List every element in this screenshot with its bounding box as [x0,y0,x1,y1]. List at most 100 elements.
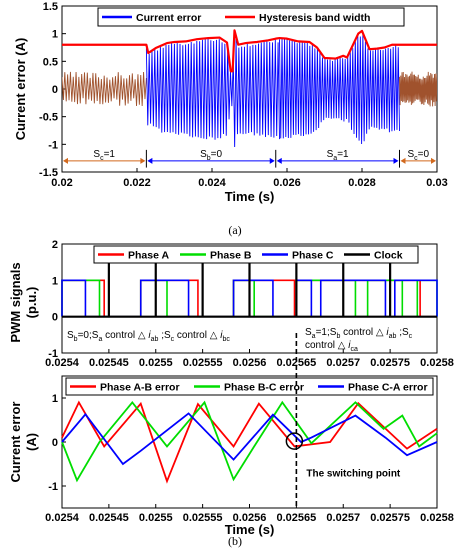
ytick-label: 0 [52,437,58,449]
xtick-label: 0.02545 [89,512,129,524]
ytick-label: 1 [52,275,58,287]
text-part: i [148,330,151,341]
xtick-label: 0.0254 [45,512,80,524]
ytick-label: -1 [48,139,58,151]
arrow-head [431,157,436,164]
text-part: control △ [305,340,348,351]
text-part: control △ [174,330,220,341]
arrow-head [276,157,282,164]
text-part: ca [351,346,359,353]
legend-entry: Phase A [128,250,169,262]
legend-band: Hysteresis band width [259,12,370,24]
xtick-label: 0.0255 [139,357,173,369]
text-part: ab [389,333,397,340]
legend-entry: Phase C [292,250,334,262]
xtick-label: 0.0258 [420,512,454,524]
text-part: b [74,336,78,343]
legend-b2: Phase A-B error Phase B-C error Phase C-A … [65,377,434,396]
ytick-label: 0 [52,84,58,96]
legend-b1: Phase A Phase B Phase C Clock [93,245,419,264]
y-axis-label-line2: (p.u.) [24,287,39,319]
xtick-label: 0.0254 [45,357,80,369]
region-label: Sc=1 [93,149,115,162]
text-part: control △ [102,330,148,341]
text-part: ;S [158,330,171,341]
text-part: S [67,330,74,341]
xtick-label: 0.02545 [89,357,129,369]
legend-box [65,377,434,396]
xtick-label: 0.02575 [370,357,410,369]
xtick-label: 0.02565 [276,357,316,369]
legend-entry: Phase B [210,250,252,262]
xtick-label: 0.0255 [139,512,173,524]
panel-label-a: (a) [228,223,241,237]
arrow-head [269,157,275,164]
region-label: Sb=0 [200,149,222,162]
text-part: a [98,336,102,343]
ytick-label: 0.5 [43,56,58,68]
ytick-label: 1.5 [43,1,58,13]
chart-a: -1.5 -1 -0.5 0 0.5 1 1.5 0.02 0.022 0.024 0.026 0.0… [13,1,448,204]
annotation-right-1: Sa=1;Sb control △ iab ;Sc [305,327,413,340]
text-part: =1;S [316,327,337,338]
text-part: ab [151,336,159,343]
legend-entry: Phase C-A error [348,382,428,394]
y-axis-label-line1: Current error [8,402,23,483]
ytick-label: -1.5 [39,167,58,179]
text-part: a [312,333,316,340]
text-part: i [220,330,223,341]
xtick-label: 0.02555 [183,357,223,369]
ytick-label: -0.5 [39,112,58,124]
x-axis-label: Time (s) [225,522,275,537]
xtick-label: 0.026 [273,177,301,189]
legend-box [93,245,419,264]
error-line-2 [61,400,438,483]
text-part: c [409,333,413,340]
arrow-head [63,157,68,164]
text-part: c [171,336,175,343]
panel-label-b: (b) [228,534,242,548]
annotation-left: Sb=0;Sa control △ iab ;Sc control △ ibc [67,330,230,343]
xtick-label: 0.02565 [276,512,316,524]
text-part: bc [222,336,230,343]
error-line-1 [61,400,438,484]
xtick-label: 0.0257 [326,357,360,369]
xtick-label: 0.02555 [183,512,223,524]
y-axis-label-line2: (A) [24,433,39,451]
legend-entry: Phase A-B error [100,382,180,394]
switching-point-label: The switching point [306,468,401,479]
hysteresis-band-line [62,29,437,73]
ytick-label: 1 [52,29,58,41]
legend-current-error: Current error [136,12,201,24]
y-axis-label-line1: PWM signals [8,262,23,342]
ytick-label: -1 [48,481,58,493]
xtick-label: 0.0257 [326,512,360,524]
text-part: control △ [340,327,386,338]
text-part: =0;S [78,330,99,341]
ytick-label: -1 [48,348,58,360]
error-line-3 [61,412,438,466]
current-error-line [145,38,280,148]
legend-a: Current error Hysteresis band width [97,7,405,27]
legend-entry: Clock [374,250,403,262]
y-axis-label: Current error (A) [13,38,28,141]
xtick-label: 0.02575 [370,512,410,524]
legend-entry: Phase B-C error [224,382,304,394]
chart-b-error: -1 0 1 0.0254 0.02545 0.0255 0.02555 0.0256 0.02… [8,375,454,537]
xtick-label: 0.024 [198,177,226,189]
xtick-label: 0.028 [348,177,376,189]
current-error-line [279,34,400,144]
x-axis-label: Time (s) [225,189,275,204]
annotation-right-2: control △ ica [305,340,358,353]
xtick-label: 0.0256 [233,357,267,369]
text-part: ;S [396,327,409,338]
arrow-head [147,157,153,164]
xtick-label: 0.03 [426,177,447,189]
text-part: S [305,327,312,338]
chart-b-pwm: -1 0 1 2 0.0254 0.02545 0.0255 0.02555 0.0256 0.0… [8,239,454,369]
current-error-line [62,71,147,107]
arrow-head [140,157,146,164]
ytick-label: 0 [52,312,58,324]
ytick-label: 2 [52,239,58,251]
